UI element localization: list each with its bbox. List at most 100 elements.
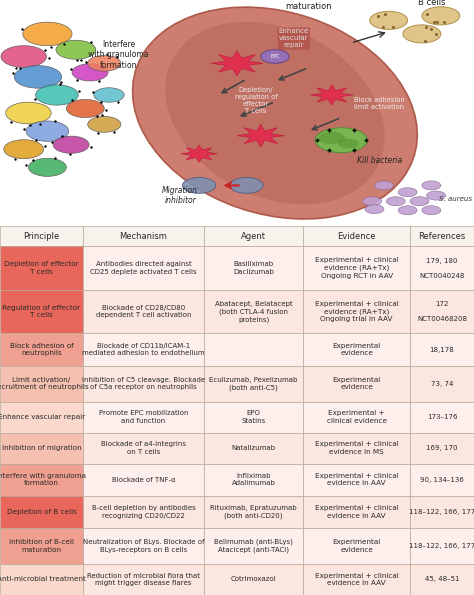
Circle shape — [261, 50, 289, 63]
Bar — [204, 464, 303, 496]
Circle shape — [315, 128, 367, 152]
Bar — [204, 246, 303, 290]
Bar — [303, 496, 410, 528]
Bar — [410, 226, 474, 246]
Text: 179, 180

NCT0040248: 179, 180 NCT0040248 — [419, 258, 465, 278]
Circle shape — [403, 25, 441, 43]
Bar — [0, 333, 83, 365]
Bar — [410, 365, 474, 402]
Bar — [410, 496, 474, 528]
Bar — [303, 464, 410, 496]
Text: Inhibition of migration: Inhibition of migration — [2, 445, 81, 451]
Text: 18,178: 18,178 — [429, 346, 455, 352]
Circle shape — [427, 191, 446, 200]
Ellipse shape — [165, 22, 384, 204]
Circle shape — [338, 139, 359, 149]
Text: Inhibition of B-cell
maturation: Inhibition of B-cell maturation — [9, 539, 74, 553]
Bar — [303, 433, 410, 464]
Bar — [0, 365, 83, 402]
Text: Evidence: Evidence — [337, 231, 376, 241]
Text: Depletion of effector
T cells: Depletion of effector T cells — [4, 261, 79, 275]
Circle shape — [365, 205, 384, 214]
Text: Neutralization of BLys. Blockade of
BLys-receptors on B cells: Neutralization of BLys. Blockade of BLys… — [82, 539, 204, 553]
Text: S. aureus: S. aureus — [438, 196, 472, 202]
Bar — [303, 365, 410, 402]
Text: 90, 134–136: 90, 134–136 — [420, 477, 464, 483]
Bar — [83, 226, 204, 246]
Bar — [303, 226, 410, 246]
Bar — [0, 464, 83, 496]
Text: Block adhesion
limit activation: Block adhesion limit activation — [354, 96, 404, 109]
Bar — [410, 564, 474, 595]
Bar — [204, 402, 303, 433]
Text: Mechanism: Mechanism — [119, 231, 167, 241]
Bar — [410, 433, 474, 464]
Circle shape — [422, 181, 441, 190]
Text: Inhibit B-cell
maturation: Inhibit B-cell maturation — [282, 0, 335, 11]
Bar — [83, 290, 204, 333]
Bar — [83, 496, 204, 528]
Text: B-cell depletion by antibodies
recognizing CD20/CD22: B-cell depletion by antibodies recognizi… — [91, 505, 195, 519]
Text: Experimental
evidence: Experimental evidence — [333, 343, 381, 356]
Bar — [303, 290, 410, 333]
Polygon shape — [237, 124, 284, 147]
Text: Experimental + clinical
evidence (RA+Tx)
Ongoing RCT in AAV: Experimental + clinical evidence (RA+Tx)… — [315, 258, 399, 279]
Bar — [410, 290, 474, 333]
Bar — [0, 433, 83, 464]
Text: EPC: EPC — [270, 54, 280, 59]
Text: Blockade of a4-integrins
on T cells: Blockade of a4-integrins on T cells — [101, 441, 186, 455]
Bar — [204, 496, 303, 528]
Text: Block adhesion of
neutrophils: Block adhesion of neutrophils — [9, 343, 73, 356]
Text: Experimental + clinical
evidence (RA+Tx)
Ongoing trial in AAV: Experimental + clinical evidence (RA+Tx)… — [315, 301, 399, 322]
Circle shape — [56, 40, 96, 60]
Text: Eculizumab, Pexelizumab
(both anti-C5): Eculizumab, Pexelizumab (both anti-C5) — [210, 377, 298, 390]
Bar — [83, 246, 204, 290]
Bar — [204, 365, 303, 402]
Bar — [0, 226, 83, 246]
Bar — [0, 528, 83, 564]
Text: Inhibition of C5 cleavage. Blockade
of C5a receptor on neutrophils: Inhibition of C5 cleavage. Blockade of C… — [82, 377, 205, 390]
Text: Deplete
B cells: Deplete B cells — [415, 0, 448, 7]
Text: EPO
Statins: EPO Statins — [241, 411, 266, 424]
Bar — [0, 246, 83, 290]
Circle shape — [422, 7, 460, 25]
Bar — [410, 246, 474, 290]
Circle shape — [422, 206, 441, 215]
Text: Agent: Agent — [241, 231, 266, 241]
Circle shape — [374, 181, 393, 190]
Bar — [83, 365, 204, 402]
Text: 172

NCT00468208: 172 NCT00468208 — [417, 301, 467, 322]
Polygon shape — [181, 145, 217, 162]
Text: Regulation of effector
T cells: Regulation of effector T cells — [2, 305, 81, 318]
Bar — [204, 564, 303, 595]
Circle shape — [386, 197, 405, 206]
Circle shape — [370, 11, 408, 29]
Bar — [410, 528, 474, 564]
Text: Promote EPC mobilization
and function: Promote EPC mobilization and function — [99, 411, 188, 424]
Text: Belimumab (anti-BLys)
Atacicept (anti-TACI): Belimumab (anti-BLys) Atacicept (anti-TA… — [214, 538, 293, 553]
Text: Experimental
evidence: Experimental evidence — [333, 539, 381, 553]
Text: Reduction of microbial flora that
might trigger disease flares: Reduction of microbial flora that might … — [87, 573, 200, 586]
Circle shape — [398, 206, 417, 215]
Text: Natalizumab: Natalizumab — [232, 445, 275, 451]
Text: Cotrimoxazol: Cotrimoxazol — [231, 577, 276, 583]
Circle shape — [14, 65, 62, 88]
Text: Experimental + clinical
evidence in AAV: Experimental + clinical evidence in AAV — [315, 573, 399, 586]
Text: 45, 48–51: 45, 48–51 — [425, 577, 459, 583]
Circle shape — [66, 99, 104, 118]
Bar — [0, 564, 83, 595]
Text: Antibodies directed against
CD25 deplete activated T cells: Antibodies directed against CD25 deplete… — [90, 261, 197, 275]
Bar — [410, 464, 474, 496]
Circle shape — [72, 64, 108, 81]
Bar — [83, 333, 204, 365]
Circle shape — [182, 177, 216, 193]
Bar — [410, 333, 474, 365]
Text: Depletion of B cells: Depletion of B cells — [7, 509, 76, 515]
Circle shape — [36, 84, 78, 105]
Text: 73, 74: 73, 74 — [431, 381, 453, 387]
Text: Blockade of CD11b/ICAM-1
mediated adhesion to endothelium: Blockade of CD11b/ICAM-1 mediated adhesi… — [82, 343, 205, 356]
Text: Interfere with granuloma
formation: Interfere with granuloma formation — [0, 473, 86, 487]
Text: Experimental + clinical
evidence in AAV: Experimental + clinical evidence in AAV — [315, 473, 399, 487]
Text: Experimental
evidence: Experimental evidence — [333, 377, 381, 390]
Text: 118–122, 166, 177: 118–122, 166, 177 — [409, 509, 474, 515]
